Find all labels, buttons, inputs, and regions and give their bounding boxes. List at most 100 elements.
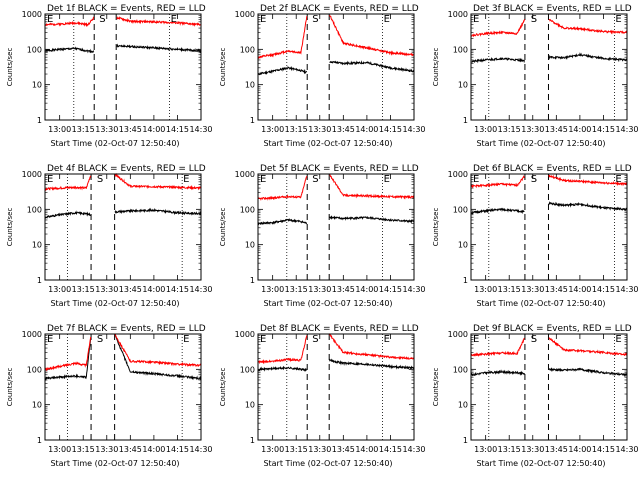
- series-line-lld-b: [329, 14, 415, 57]
- x-tick-label: 14:30: [402, 285, 425, 294]
- y-tick-label: 10: [32, 401, 42, 410]
- x-tick-label: 14:15: [592, 285, 615, 294]
- y-tick-label: 1: [37, 116, 42, 125]
- y-tick-label: 1000: [235, 170, 255, 179]
- y-tick-label: 10: [245, 241, 255, 250]
- chart-panel-1: Det 1f BLACK = Events, RED = LLD Counts/s…: [6, 4, 213, 148]
- marker-start: E: [473, 174, 479, 185]
- marker-end: E: [615, 14, 621, 25]
- x-tick-label: 14:15: [379, 445, 402, 454]
- series-line-lld-a: [45, 16, 95, 28]
- x-tick-label: 13:30: [308, 445, 331, 454]
- x-axis-label: Start Time (02-Oct-07 12:50:40): [263, 299, 392, 308]
- chart-title: Det 3f BLACK = Events, RED = LLD: [473, 4, 632, 14]
- series-line-events-b: [329, 215, 415, 224]
- x-tick-label: 14:30: [615, 445, 638, 454]
- y-tick-label: 1000: [448, 10, 468, 19]
- y-tick-label: 10: [32, 81, 42, 90]
- y-tick-label: 100: [453, 365, 468, 374]
- y-tick-label: 1: [463, 116, 468, 125]
- y-tick-label: 1000: [22, 330, 42, 339]
- x-tick-label: 13:45: [332, 285, 355, 294]
- x-tick-label: 13:45: [119, 445, 142, 454]
- y-tick-label: 100: [453, 205, 468, 214]
- plot-frame: [257, 13, 415, 121]
- series-line-events-b: [329, 60, 415, 73]
- x-tick-label: 14:00: [142, 445, 165, 454]
- series-line-lld-a: [258, 176, 308, 201]
- chart-title: Det 7f BLACK = Events, RED = LLD: [47, 324, 206, 334]
- x-tick-label: 14:30: [402, 445, 425, 454]
- chart-panel-2: Det 2f BLACK = Events, RED = LLD Counts/s…: [219, 4, 426, 148]
- marker-mid: S: [312, 174, 318, 185]
- x-tick-label: 13:15: [72, 125, 95, 134]
- x-tick-label: 13:45: [332, 445, 355, 454]
- series-line-events-a: [45, 337, 92, 382]
- chart-title: Det 8f BLACK = Events, RED = LLD: [260, 324, 419, 334]
- series-line-events-a: [258, 365, 308, 373]
- marker-start: E: [473, 334, 479, 345]
- series-line-events-b: [114, 334, 202, 381]
- chart-title: Det 6f BLACK = Events, RED = LLD: [473, 164, 632, 174]
- marker-start: E: [47, 174, 53, 185]
- x-tick-label: 13:00: [474, 445, 497, 454]
- marker-start: E: [260, 334, 266, 345]
- y-tick-label: 1000: [448, 170, 468, 179]
- x-tick-label: 14:00: [568, 125, 591, 134]
- x-tick-label: 13:00: [48, 125, 71, 134]
- x-axis-label: Start Time (02-Oct-07 12:50:40): [263, 139, 392, 148]
- x-tick-label: 13:15: [285, 445, 308, 454]
- series-line-lld-b: [548, 337, 628, 357]
- chart-panel-6: Det 6f BLACK = Events, RED = LLD Counts/s…: [432, 164, 639, 308]
- plot-frame: [44, 173, 202, 281]
- y-tick-label: 100: [240, 365, 255, 374]
- x-tick-label: 14:15: [379, 285, 402, 294]
- series-line-events-a: [45, 46, 95, 54]
- y-tick-label: 1000: [22, 170, 42, 179]
- series-line-lld-a: [258, 16, 308, 59]
- chart-panel-4: Det 4f BLACK = Events, RED = LLD Counts/s…: [6, 164, 213, 308]
- marker-mid: S: [97, 334, 103, 345]
- y-tick-label: 1: [250, 436, 255, 445]
- plot-frame: [257, 333, 415, 441]
- x-tick-label: 13:15: [498, 445, 521, 454]
- x-tick-label: 14:30: [615, 285, 638, 294]
- series-line-events-a: [471, 207, 525, 215]
- y-axis-label: Counts/sec: [432, 208, 440, 247]
- chart-title: Det 1f BLACK = Events, RED = LLD: [47, 4, 206, 14]
- x-tick-label: 13:15: [498, 125, 521, 134]
- marker-mid: S: [312, 334, 318, 345]
- series-line-events-b: [116, 43, 202, 54]
- y-tick-label: 1: [463, 276, 468, 285]
- x-tick-label: 14:00: [568, 285, 591, 294]
- x-tick-label: 13:30: [95, 285, 118, 294]
- series-line-lld-a: [471, 175, 525, 189]
- series-line-lld-b: [114, 333, 202, 368]
- y-tick-label: 10: [32, 241, 42, 250]
- series-line-events-b: [114, 207, 202, 216]
- x-tick-label: 13:00: [261, 125, 284, 134]
- series-line-events-b: [548, 201, 628, 211]
- x-tick-label: 13:45: [545, 285, 568, 294]
- marker-end: E: [384, 14, 390, 25]
- x-tick-label: 13:15: [285, 125, 308, 134]
- y-tick-label: 1: [37, 436, 42, 445]
- y-tick-label: 1000: [235, 10, 255, 19]
- x-axis-label: Start Time (02-Oct-07 12:50:40): [50, 139, 179, 148]
- x-tick-label: 14:15: [166, 445, 189, 454]
- marker-mid: S: [531, 174, 537, 185]
- series-line-lld-a: [45, 336, 92, 372]
- x-tick-label: 13:45: [545, 445, 568, 454]
- x-tick-label: 14:30: [189, 445, 212, 454]
- chart-title: Det 5f BLACK = Events, RED = LLD: [260, 164, 419, 174]
- series-line-events-a: [471, 56, 525, 64]
- x-tick-label: 14:00: [355, 285, 378, 294]
- marker-end: E: [183, 334, 189, 345]
- x-tick-label: 14:15: [166, 125, 189, 134]
- x-tick-label: 14:15: [166, 285, 189, 294]
- x-tick-label: 13:30: [95, 125, 118, 134]
- x-tick-label: 14:00: [142, 285, 165, 294]
- marker-end: E: [183, 174, 189, 185]
